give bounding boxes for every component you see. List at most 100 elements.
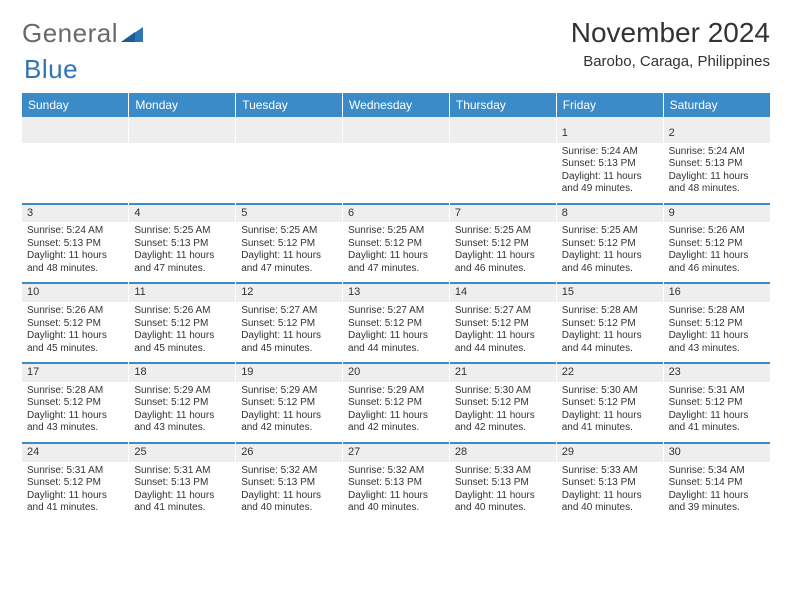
- brand-part2: Blue: [24, 54, 78, 85]
- sunset-line: Sunset: 5:13 PM: [669, 158, 765, 171]
- day-body: Sunrise: 5:33 AMSunset: 5:13 PMDaylight:…: [450, 462, 556, 522]
- calendar-day: 11Sunrise: 5:26 AMSunset: 5:12 PMDayligh…: [129, 284, 236, 362]
- sunset-line: Sunset: 5:12 PM: [348, 238, 444, 251]
- sunrise-line: Sunrise: 5:24 AM: [562, 146, 658, 159]
- daylight-line: Daylight: 11 hours and 41 minutes.: [134, 490, 230, 515]
- day-body: Sunrise: 5:27 AMSunset: 5:12 PMDaylight:…: [236, 302, 342, 362]
- calendar-day: 21Sunrise: 5:30 AMSunset: 5:12 PMDayligh…: [449, 364, 556, 442]
- calendar-day: 15Sunrise: 5:28 AMSunset: 5:12 PMDayligh…: [556, 284, 663, 362]
- day-number: 15: [557, 284, 663, 302]
- month-title: November 2024: [571, 18, 770, 49]
- day-body: [129, 143, 235, 191]
- sunset-line: Sunset: 5:12 PM: [669, 238, 765, 251]
- daylight-line: Daylight: 11 hours and 47 minutes.: [241, 250, 337, 275]
- sunset-line: Sunset: 5:13 PM: [562, 477, 658, 490]
- daylight-line: Daylight: 11 hours and 44 minutes.: [348, 330, 444, 355]
- calendar-empty-day: [343, 125, 450, 203]
- day-body: Sunrise: 5:29 AMSunset: 5:12 PMDaylight:…: [343, 382, 449, 442]
- sunrise-line: Sunrise: 5:24 AM: [27, 225, 123, 238]
- sunrise-line: Sunrise: 5:25 AM: [348, 225, 444, 238]
- day-body: Sunrise: 5:31 AMSunset: 5:12 PMDaylight:…: [664, 382, 770, 442]
- sunrise-line: Sunrise: 5:30 AM: [562, 385, 658, 398]
- brand-logo: General: [22, 18, 145, 49]
- sunset-line: Sunset: 5:12 PM: [27, 318, 123, 331]
- day-body: Sunrise: 5:29 AMSunset: 5:12 PMDaylight:…: [236, 382, 342, 442]
- calendar-day: 5Sunrise: 5:25 AMSunset: 5:12 PMDaylight…: [236, 205, 343, 283]
- day-number: 2: [664, 125, 770, 143]
- day-number: 3: [22, 205, 128, 223]
- calendar-head: SundayMondayTuesdayWednesdayThursdayFrid…: [22, 93, 770, 117]
- sunset-line: Sunset: 5:12 PM: [669, 397, 765, 410]
- day-number: 6: [343, 205, 449, 223]
- brand-triangle-icon: [121, 18, 143, 49]
- day-number: [236, 125, 342, 143]
- sunset-line: Sunset: 5:12 PM: [241, 238, 337, 251]
- calendar-day: 29Sunrise: 5:33 AMSunset: 5:13 PMDayligh…: [556, 444, 663, 522]
- sunset-line: Sunset: 5:13 PM: [562, 158, 658, 171]
- day-body: Sunrise: 5:24 AMSunset: 5:13 PMDaylight:…: [557, 143, 663, 203]
- day-body: Sunrise: 5:25 AMSunset: 5:12 PMDaylight:…: [557, 222, 663, 282]
- sunset-line: Sunset: 5:12 PM: [241, 318, 337, 331]
- daylight-line: Daylight: 11 hours and 45 minutes.: [241, 330, 337, 355]
- sunrise-line: Sunrise: 5:28 AM: [562, 305, 658, 318]
- day-body: Sunrise: 5:30 AMSunset: 5:12 PMDaylight:…: [450, 382, 556, 442]
- day-number: [22, 125, 128, 143]
- sunrise-line: Sunrise: 5:33 AM: [562, 465, 658, 478]
- day-body: Sunrise: 5:26 AMSunset: 5:12 PMDaylight:…: [22, 302, 128, 362]
- calendar-day: 18Sunrise: 5:29 AMSunset: 5:12 PMDayligh…: [129, 364, 236, 442]
- day-number: 5: [236, 205, 342, 223]
- calendar-day: 10Sunrise: 5:26 AMSunset: 5:12 PMDayligh…: [22, 284, 129, 362]
- day-body: Sunrise: 5:30 AMSunset: 5:12 PMDaylight:…: [557, 382, 663, 442]
- spacer-row: [22, 117, 770, 125]
- brand-part1: General: [22, 18, 118, 49]
- day-body: Sunrise: 5:25 AMSunset: 5:12 PMDaylight:…: [236, 222, 342, 282]
- sunrise-line: Sunrise: 5:32 AM: [241, 465, 337, 478]
- weekday-header: Monday: [129, 93, 236, 117]
- day-body: Sunrise: 5:31 AMSunset: 5:13 PMDaylight:…: [129, 462, 235, 522]
- day-number: 4: [129, 205, 235, 223]
- day-number: 18: [129, 364, 235, 382]
- weekday-row: SundayMondayTuesdayWednesdayThursdayFrid…: [22, 93, 770, 117]
- daylight-line: Daylight: 11 hours and 45 minutes.: [134, 330, 230, 355]
- calendar-day: 7Sunrise: 5:25 AMSunset: 5:12 PMDaylight…: [449, 205, 556, 283]
- daylight-line: Daylight: 11 hours and 48 minutes.: [669, 171, 765, 196]
- calendar-week: 17Sunrise: 5:28 AMSunset: 5:12 PMDayligh…: [22, 364, 770, 442]
- calendar-day: 1Sunrise: 5:24 AMSunset: 5:13 PMDaylight…: [556, 125, 663, 203]
- sunrise-line: Sunrise: 5:25 AM: [134, 225, 230, 238]
- sunset-line: Sunset: 5:12 PM: [455, 238, 551, 251]
- sunset-line: Sunset: 5:12 PM: [455, 318, 551, 331]
- sunset-line: Sunset: 5:12 PM: [669, 318, 765, 331]
- calendar-day: 30Sunrise: 5:34 AMSunset: 5:14 PMDayligh…: [663, 444, 770, 522]
- day-body: Sunrise: 5:25 AMSunset: 5:12 PMDaylight:…: [343, 222, 449, 282]
- day-body: Sunrise: 5:31 AMSunset: 5:12 PMDaylight:…: [22, 462, 128, 522]
- calendar-day: 26Sunrise: 5:32 AMSunset: 5:13 PMDayligh…: [236, 444, 343, 522]
- sunset-line: Sunset: 5:12 PM: [27, 397, 123, 410]
- daylight-line: Daylight: 11 hours and 49 minutes.: [562, 171, 658, 196]
- day-body: Sunrise: 5:29 AMSunset: 5:12 PMDaylight:…: [129, 382, 235, 442]
- weekday-header: Friday: [556, 93, 663, 117]
- sunrise-line: Sunrise: 5:30 AM: [455, 385, 551, 398]
- sunrise-line: Sunrise: 5:27 AM: [241, 305, 337, 318]
- calendar-day: 27Sunrise: 5:32 AMSunset: 5:13 PMDayligh…: [343, 444, 450, 522]
- daylight-line: Daylight: 11 hours and 39 minutes.: [669, 490, 765, 515]
- calendar-day: 22Sunrise: 5:30 AMSunset: 5:12 PMDayligh…: [556, 364, 663, 442]
- day-number: 20: [343, 364, 449, 382]
- calendar-day: 14Sunrise: 5:27 AMSunset: 5:12 PMDayligh…: [449, 284, 556, 362]
- calendar-day: 4Sunrise: 5:25 AMSunset: 5:13 PMDaylight…: [129, 205, 236, 283]
- day-number: [129, 125, 235, 143]
- day-body: Sunrise: 5:24 AMSunset: 5:13 PMDaylight:…: [664, 143, 770, 203]
- daylight-line: Daylight: 11 hours and 43 minutes.: [669, 330, 765, 355]
- daylight-line: Daylight: 11 hours and 43 minutes.: [27, 410, 123, 435]
- calendar-day: 8Sunrise: 5:25 AMSunset: 5:12 PMDaylight…: [556, 205, 663, 283]
- sunset-line: Sunset: 5:12 PM: [348, 318, 444, 331]
- sunrise-line: Sunrise: 5:29 AM: [348, 385, 444, 398]
- day-number: 11: [129, 284, 235, 302]
- day-body: Sunrise: 5:25 AMSunset: 5:12 PMDaylight:…: [450, 222, 556, 282]
- sunset-line: Sunset: 5:12 PM: [562, 238, 658, 251]
- sunset-line: Sunset: 5:13 PM: [134, 238, 230, 251]
- sunset-line: Sunset: 5:13 PM: [134, 477, 230, 490]
- daylight-line: Daylight: 11 hours and 47 minutes.: [348, 250, 444, 275]
- day-body: Sunrise: 5:26 AMSunset: 5:12 PMDaylight:…: [129, 302, 235, 362]
- sunset-line: Sunset: 5:12 PM: [27, 477, 123, 490]
- sunrise-line: Sunrise: 5:26 AM: [134, 305, 230, 318]
